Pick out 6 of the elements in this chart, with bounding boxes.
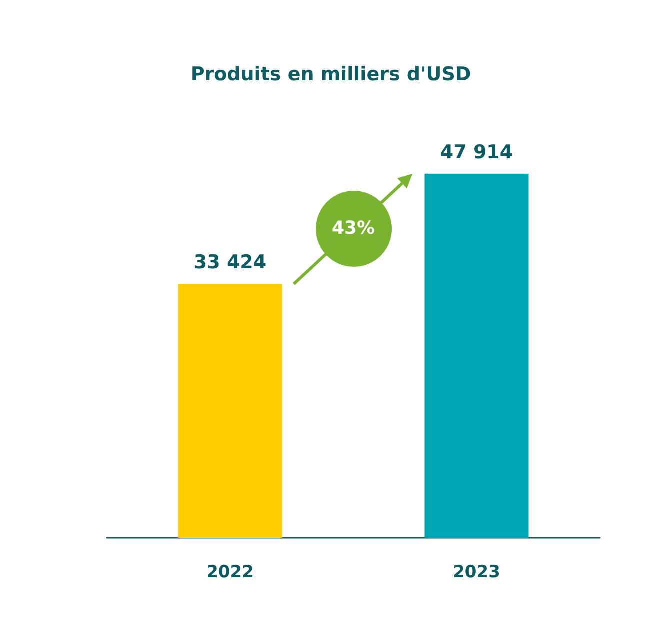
annotation: 43% xyxy=(330,218,376,240)
x-tick-label: 2023 xyxy=(453,562,500,582)
chart-title: Produits en milliers d'USD xyxy=(190,64,472,86)
x-tick-label: 2022 xyxy=(206,562,254,582)
data-label: 47 914 xyxy=(440,141,514,164)
data-label: 33 424 xyxy=(194,251,267,274)
